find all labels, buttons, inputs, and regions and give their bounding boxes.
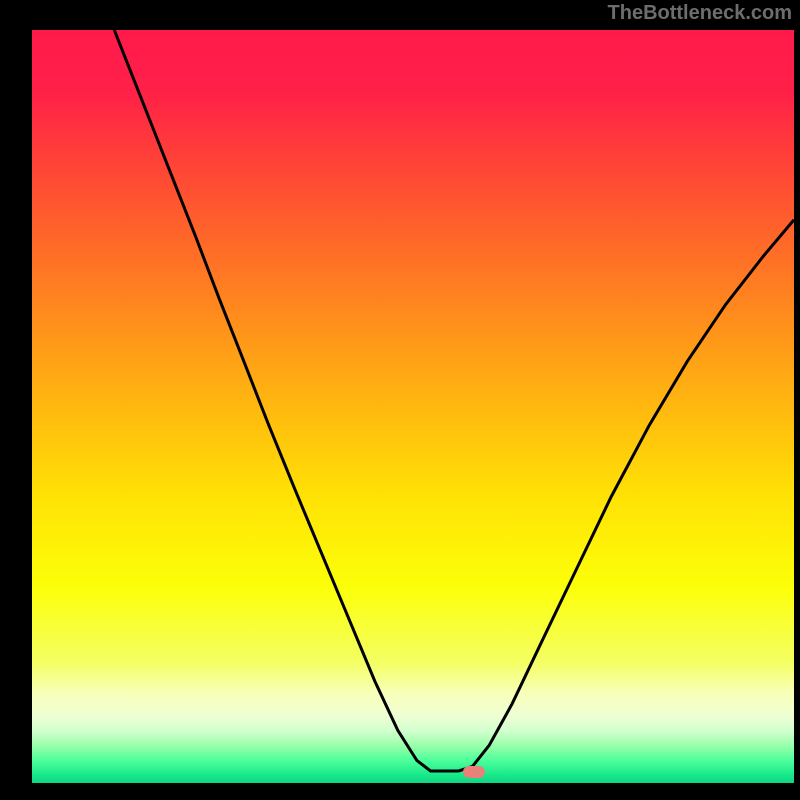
curve-layer	[32, 30, 794, 783]
chart-container: TheBottleneck.com	[0, 0, 800, 800]
watermark-text: TheBottleneck.com	[608, 2, 792, 25]
plot-area	[32, 30, 794, 783]
bottleneck-curve	[114, 30, 794, 771]
optimal-marker	[463, 766, 485, 778]
